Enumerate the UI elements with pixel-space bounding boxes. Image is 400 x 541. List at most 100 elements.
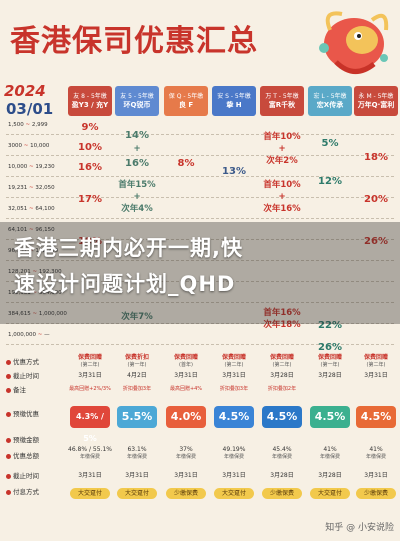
rate-cell: 17% [78, 194, 102, 205]
column-header-product: 环Q锐币 [123, 101, 151, 109]
column-header: 友 5 - 5年缴 环Q锐币 [115, 86, 159, 116]
method-sub: (首年) [179, 362, 193, 368]
prepay-rate-pill: 4.3% / 5% [70, 406, 110, 443]
tier-sep: ~ [36, 332, 45, 338]
tier-low: 19,231 [8, 185, 28, 191]
row-label-text: 优惠方式 [13, 358, 39, 366]
row-label: 优惠方式 [6, 356, 50, 366]
rate-cell: + [133, 144, 141, 154]
deadline2-date: 3月28日 [318, 472, 342, 479]
row-label: 优惠总额 [6, 450, 50, 460]
rate-cell: 26% [364, 236, 388, 247]
pay-method-pill: 大交趸付 [310, 488, 350, 499]
overlay-line-1: 香港三期内必开一期,快 [14, 236, 243, 260]
tier-high: 64,100 [35, 206, 55, 212]
method-sub: (第二年) [366, 362, 386, 368]
deadline-date: 3月31日 [78, 372, 102, 379]
tier-row: 64,101 ~ 96,150 [8, 227, 55, 233]
column-header: 友 8 - 5年缴 盈Y3 / 充Y [68, 86, 112, 116]
tier-row: 10,000 ~ 19,230 [8, 164, 55, 170]
total-value: 63.1% [127, 446, 147, 453]
deadline-date: 4月2日 [127, 372, 147, 379]
method-sub: (第二年) [80, 362, 100, 368]
tier-sep: ~ [30, 290, 39, 296]
rate-cell: 首年15% [118, 180, 156, 190]
tier-sep: ~ [27, 164, 36, 170]
date-badge: 2024 03/01 [4, 82, 66, 122]
tier-high: 2,999 [31, 122, 48, 128]
tier-high: 1,000,000 [38, 311, 67, 317]
row-label: 付息方式 [6, 486, 50, 496]
total-sub: 年缴保费 [365, 454, 386, 460]
date-month-day: 03/01 [6, 100, 54, 118]
rate-cell: 次年16% [263, 204, 301, 214]
tier-high: 10,000 [30, 143, 50, 149]
tier-row: 1,000,000 ~ — [8, 332, 50, 338]
method-name: 保费回赠 [317, 354, 342, 361]
rate-cell: 首年10% [263, 180, 301, 190]
page-title: 香港保司优惠汇总 [10, 24, 258, 59]
total-sub: 年缴保费 [223, 454, 244, 460]
tier-divider [6, 239, 394, 240]
rate-cell: 16% [78, 162, 102, 173]
column-header-product: 挚 H [226, 101, 242, 109]
total-sub: 年缴保费 [79, 454, 100, 460]
rate-cell: 16% [125, 158, 149, 169]
method-name: 保费回赠 [173, 354, 198, 361]
overlay-band [0, 222, 400, 324]
rate-cell: 9% [81, 122, 99, 133]
rate-cell: + [278, 192, 286, 202]
row-label-dot [6, 387, 11, 393]
deadline2-date: 3月31日 [222, 472, 246, 479]
tier-high: 96,150 [35, 227, 55, 233]
row-label-text: 备注 [13, 386, 26, 394]
method-sub: (第二年) [224, 362, 244, 368]
tier-low: 1,000,000 [8, 332, 36, 338]
column-header: 保 Q - 5年缴良 F [164, 86, 208, 116]
prepay-rate-pill: 4.5% [262, 406, 302, 428]
tier-row: 1,500 ~ 2,999 [8, 122, 48, 128]
tier-divider [6, 344, 394, 345]
note-text: 最高回赠+4% [169, 386, 203, 392]
row-label-dot [6, 359, 11, 365]
deadline2-date: 3月31日 [125, 472, 149, 479]
tier-row: 128,201 ~ 192,300 [8, 269, 62, 275]
method-name: 保费回赠 [221, 354, 246, 361]
method-sub: (第一年) [127, 362, 147, 368]
tier-divider [6, 281, 394, 282]
tier-divider [6, 260, 394, 261]
tier-row: 19,231 ~ 32,050 [8, 185, 55, 191]
row-label-dot [6, 489, 11, 495]
prepay-rate-pill: 4.5% [214, 406, 254, 428]
tier-low: 10,000 [8, 164, 28, 170]
note-text: 折扣叠加3年 [219, 386, 249, 392]
tier-row: 384,615 ~ 1,000,000 [8, 311, 67, 317]
deadline2-date: 3月31日 [174, 472, 198, 479]
rate-cell: 10% [78, 142, 102, 153]
column-header: 安 S - 5年缴挚 H [212, 86, 256, 116]
tier-divider [6, 302, 394, 303]
tier-divider [6, 218, 394, 219]
total-value: 41% [369, 446, 383, 453]
watermark: 知乎 @ 小安说险 [325, 523, 394, 533]
tier-row: 192,301 ~ 384,600 [8, 290, 62, 296]
method-name: 保费折扣 [124, 354, 149, 361]
row-label-dot [6, 437, 11, 443]
column-header: 宏 L - 5年缴 宏X传承 [308, 86, 352, 116]
date-year: 2024 [4, 82, 46, 100]
method-name: 保费回赠 [363, 354, 388, 361]
column-header-product: 盈Y3 / 充Y [71, 101, 109, 109]
method-name: 保费回赠 [269, 354, 294, 361]
column-header-top: 永 M - 5年缴 [358, 93, 394, 100]
tier-sep: ~ [27, 227, 36, 233]
total-value: 46.8% / 55.1% [68, 446, 112, 453]
prepay-rate-pill: 4.0% [166, 406, 206, 428]
rate-cell: 19% [78, 236, 102, 247]
pay-method-pill: 大交趸付 [214, 488, 254, 499]
deadline2-date: 3月28日 [270, 472, 294, 479]
deadline-date: 3月31日 [222, 372, 246, 379]
row-label-dot [6, 411, 11, 417]
rate-cell: 13% [222, 166, 246, 177]
deadline-date: 3月31日 [364, 372, 388, 379]
